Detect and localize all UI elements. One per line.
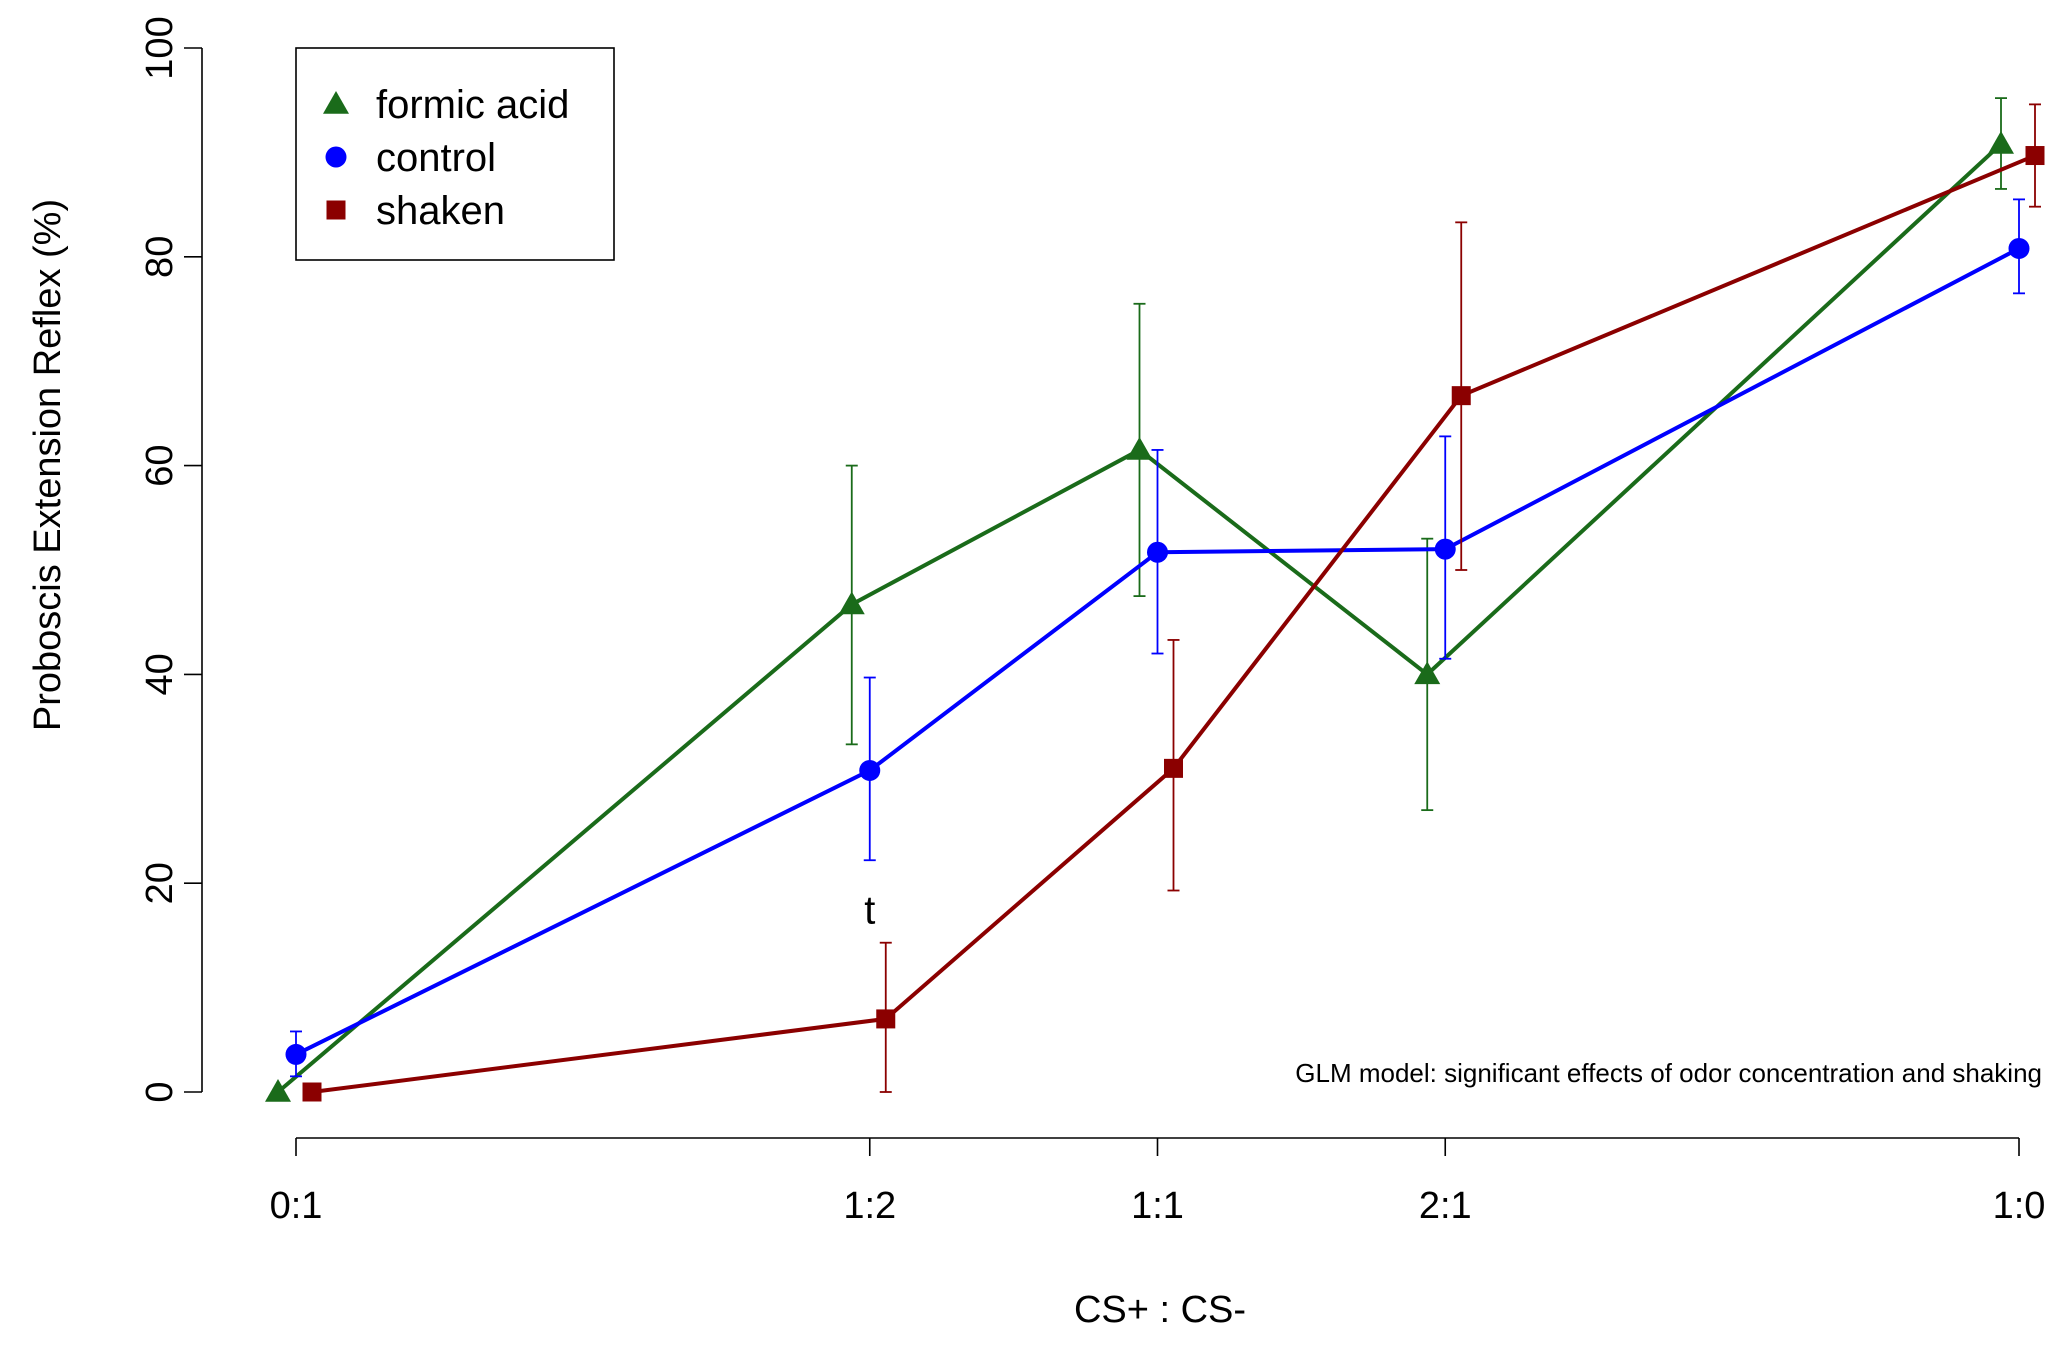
y-tick-label: 20 bbox=[139, 862, 181, 904]
data-point-formic-acid bbox=[265, 1079, 291, 1102]
y-axis-title: Proboscis Extension Reflex (%) bbox=[27, 199, 69, 731]
data-point-shaken bbox=[876, 1009, 896, 1029]
data-point-shaken bbox=[1451, 386, 1471, 406]
legend-marker-formic-acid bbox=[323, 91, 349, 114]
x-tick-label: 2:1 bbox=[1419, 1185, 1472, 1227]
x-ticks: 0:1 1:2 1:1 2:1 1:0 bbox=[270, 1138, 2046, 1227]
y-tick-label: 60 bbox=[139, 444, 181, 486]
data-point-shaken bbox=[2025, 146, 2045, 166]
x-tick-label: 1:0 bbox=[1993, 1185, 2046, 1227]
legend-items: formic acid control shaken bbox=[323, 83, 569, 233]
x-axis-title: CS+ : CS- bbox=[1074, 1289, 1246, 1331]
series-line-shaken bbox=[311, 153, 2036, 1094]
legend: formic acid control shaken bbox=[295, 47, 615, 261]
model-note: GLM model: significant effects of odor c… bbox=[1295, 1058, 2042, 1088]
legend-marker-control bbox=[325, 146, 347, 168]
x-tick-label: 1:1 bbox=[1131, 1185, 1184, 1227]
data-point-control bbox=[285, 1043, 307, 1065]
data-point-control bbox=[2008, 237, 2030, 259]
data-point-control bbox=[1147, 541, 1168, 563]
data-point-shaken bbox=[302, 1082, 322, 1102]
y-tick-label: 0 bbox=[139, 1081, 181, 1102]
series-control bbox=[285, 198, 2030, 1078]
legend-marker-shaken bbox=[326, 200, 346, 220]
data-point-control bbox=[859, 759, 881, 781]
data-point-formic-acid bbox=[1414, 661, 1441, 685]
legend-label: shaken bbox=[376, 189, 505, 233]
data-point-formic-acid bbox=[1126, 436, 1153, 460]
series-formic-acid bbox=[265, 97, 2014, 1102]
significance-label: t bbox=[864, 888, 875, 932]
x-tick-label: 0:1 bbox=[270, 1185, 323, 1227]
series-shaken bbox=[302, 103, 2045, 1102]
x-tick-label: 1:2 bbox=[843, 1185, 896, 1227]
y-ticks: 0 20 40 60 80 100 bbox=[139, 16, 202, 1103]
axes: 0 20 40 60 80 100 0:1 1:2 1:1 2:1 1:0 bbox=[139, 16, 2045, 1227]
y-tick-label: 80 bbox=[139, 236, 181, 278]
y-tick-label: 100 bbox=[139, 16, 181, 79]
y-tick-label: 40 bbox=[139, 653, 181, 695]
legend-label: control bbox=[376, 136, 496, 180]
data-point-shaken bbox=[1164, 758, 1183, 778]
data-point-formic-acid bbox=[1988, 131, 2014, 154]
legend-label: formic acid bbox=[376, 83, 569, 127]
legend-box bbox=[295, 47, 615, 261]
series-layer bbox=[265, 97, 2045, 1102]
data-point-formic-acid bbox=[838, 591, 865, 615]
data-point-control bbox=[1434, 538, 1456, 560]
series-line-formic-acid bbox=[276, 142, 2003, 1094]
